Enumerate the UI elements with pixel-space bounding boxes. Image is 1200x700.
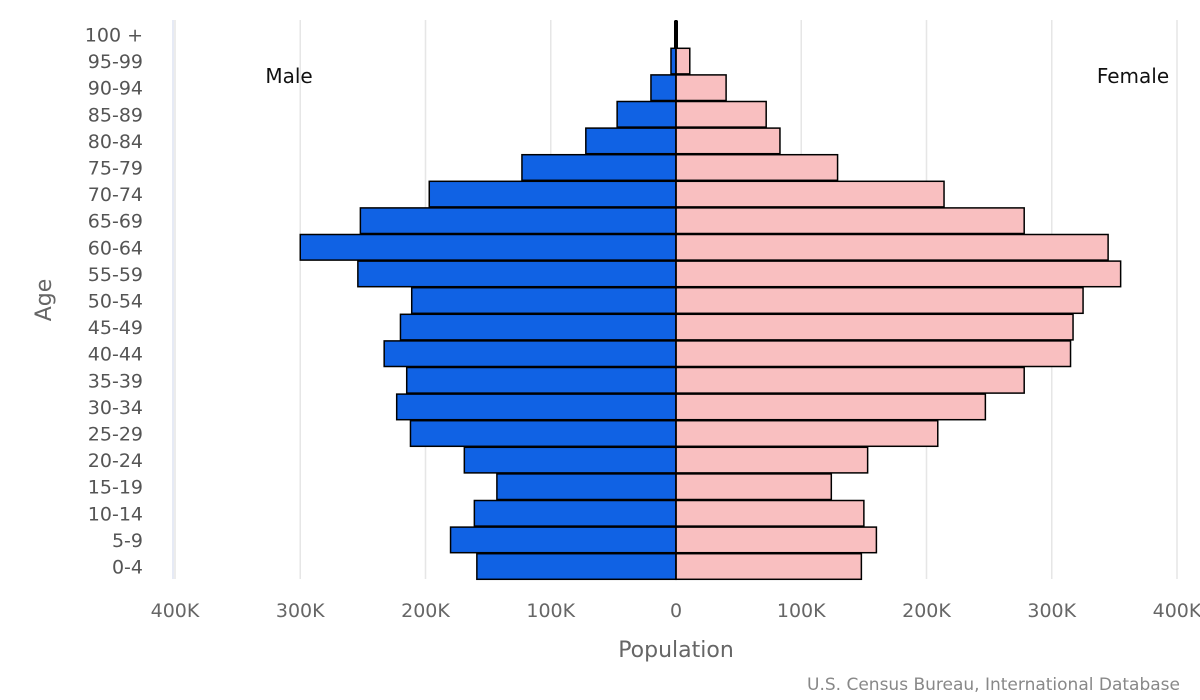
y-tick-label: 85-89 <box>88 104 143 126</box>
bar-female-0-4[interactable] <box>675 552 863 581</box>
x-tick-label: 100K <box>777 600 826 622</box>
y-tick-label: 45-49 <box>88 317 143 339</box>
y-axis-title: Age <box>32 279 57 322</box>
x-tick-label: 300K <box>276 600 325 622</box>
bar-female-30-34[interactable] <box>675 393 987 421</box>
y-tick-label: 80-84 <box>88 131 143 153</box>
bar-female-35-39[interactable] <box>675 366 1025 394</box>
y-axis-ticks: 0-4 5-9 10-14 15-19 20-24 25-29 30-34 35-39 40-4… <box>85 25 143 579</box>
x-axis-ticks: 400K 300K 200K 100K 0 100K 200K 300K 400K <box>151 600 1200 622</box>
bar-female-65-69[interactable] <box>675 207 1025 235</box>
bar-female-10-14[interactable] <box>675 499 865 527</box>
x-axis-title: Population <box>618 638 734 663</box>
x-tick-label: 200K <box>902 600 951 622</box>
y-tick-label: 5-9 <box>112 530 143 552</box>
bar-female-15-19[interactable] <box>675 473 833 501</box>
y-tick-label: 75-79 <box>88 158 143 180</box>
bar-male-75-79[interactable] <box>521 153 677 182</box>
bar-male-80-84[interactable] <box>585 127 677 155</box>
x-tick-label: 400K <box>151 600 200 622</box>
bar-male-50-54[interactable] <box>410 286 677 315</box>
bar-male-5-9[interactable] <box>449 526 677 554</box>
source-credit: U.S. Census Bureau, International Databa… <box>807 675 1180 695</box>
bar-male-20-24[interactable] <box>463 446 677 474</box>
y-tick-label: 15-19 <box>88 477 143 499</box>
female-side-label: Female <box>1097 64 1169 88</box>
x-tick-label: 300K <box>1027 600 1076 622</box>
bar-male-60-64[interactable] <box>299 233 677 261</box>
y-tick-label: 95-99 <box>88 51 143 73</box>
bar-female-95-99[interactable] <box>675 47 691 75</box>
y-tick-label: 55-59 <box>88 264 143 286</box>
bar-male-90-94[interactable] <box>650 74 677 102</box>
y-tick-label: 50-54 <box>88 291 143 313</box>
x-tick-label: 200K <box>401 600 450 622</box>
bar-female-20-24[interactable] <box>675 446 869 474</box>
bar-female-60-64[interactable] <box>675 233 1109 261</box>
bar-male-70-74[interactable] <box>428 180 677 208</box>
y-tick-label: 70-74 <box>88 184 143 206</box>
bar-female-50-54[interactable] <box>675 286 1084 315</box>
y-tick-label: 60-64 <box>88 237 143 259</box>
bars <box>299 20 1122 581</box>
bar-female-80-84[interactable] <box>675 127 781 155</box>
y-tick-label: 30-34 <box>88 397 143 419</box>
bar-male-95-99[interactable] <box>670 47 677 75</box>
bar-female-85-89[interactable] <box>675 100 767 128</box>
bar-male-25-29[interactable] <box>409 419 677 448</box>
bar-female-75-79[interactable] <box>675 153 839 182</box>
y-tick-label: 40-44 <box>88 344 143 366</box>
x-tick-label: 100K <box>526 600 575 622</box>
y-tick-label: 0-4 <box>112 557 143 579</box>
y-tick-label: 35-39 <box>88 370 143 392</box>
y-tick-label: 25-29 <box>88 424 143 446</box>
x-tick-label: 400K <box>1153 600 1200 622</box>
bar-female-45-49[interactable] <box>675 313 1074 341</box>
bar-male-0-4[interactable] <box>476 552 677 581</box>
y-tick-label: 65-69 <box>88 211 143 233</box>
bar-male-15-19[interactable] <box>496 473 677 501</box>
bar-male-65-69[interactable] <box>359 207 677 235</box>
bar-female-55-59[interactable] <box>675 260 1122 288</box>
bar-female-25-29[interactable] <box>675 419 939 448</box>
bar-male-45-49[interactable] <box>399 313 677 341</box>
y-tick-label: 90-94 <box>88 78 143 100</box>
y-tick-label: 10-14 <box>88 503 143 525</box>
y-tick-label: 100 + <box>85 25 143 47</box>
bar-male-40-44[interactable] <box>383 340 677 368</box>
bar-male-55-59[interactable] <box>357 260 677 288</box>
bar-male-10-14[interactable] <box>473 499 677 527</box>
bar-female-70-74[interactable] <box>675 180 945 208</box>
x-tick-label: 0 <box>670 600 682 622</box>
bar-male-85-89[interactable] <box>616 100 677 128</box>
male-side-label: Male <box>265 64 312 88</box>
bar-female-5-9[interactable] <box>675 526 878 554</box>
y-tick-label: 20-24 <box>88 450 143 472</box>
bar-female-90-94[interactable] <box>675 74 727 102</box>
bar-male-30-34[interactable] <box>395 393 677 421</box>
bar-female-40-44[interactable] <box>675 340 1072 368</box>
bar-male-35-39[interactable] <box>405 366 677 394</box>
